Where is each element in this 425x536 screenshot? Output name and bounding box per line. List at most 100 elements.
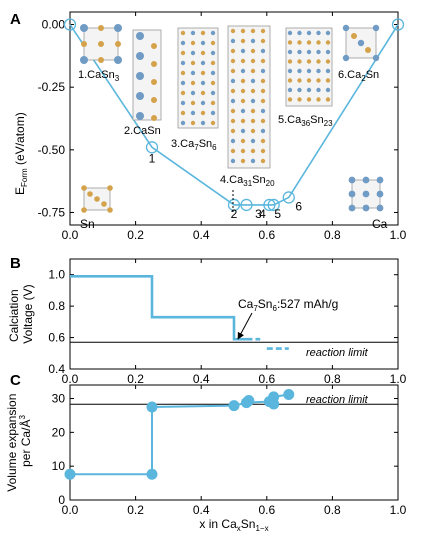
y-tick-label: 0 [58,493,65,507]
structure-label-1: 1.CaSn3 [78,69,120,83]
atom [250,88,256,94]
atom [325,30,331,36]
atom [250,78,256,84]
atom [260,118,266,124]
atom [240,158,246,164]
atom [316,68,321,74]
hull-point [282,191,295,204]
hull-point-label: 3 [255,207,262,221]
atom [240,38,246,44]
atom [325,87,331,93]
atom [287,40,293,45]
atom [260,48,266,54]
capacity-annotation: Ca7Sn6:527 mAh/g [238,297,338,313]
volume-point [243,395,255,407]
atom [306,49,312,55]
x-tick-label: 0.2 [127,503,144,517]
x-tick-label: 1.0 [390,503,407,517]
atom [306,40,312,45]
atom [210,80,216,86]
sn-atom [107,185,113,191]
y-tick-label: 10 [52,459,66,473]
x-tick-label: 0.6 [258,372,275,386]
y-tick-label: -0.25 [38,80,66,94]
atom [190,100,196,106]
volume-point [146,401,158,413]
structure-label-2: 2.CaSn [124,125,161,137]
atom [200,40,206,46]
atom [210,90,216,96]
ca-atom [348,204,356,212]
atom [250,28,256,34]
ca-atom [372,54,380,62]
atom [190,120,196,126]
sn-atom [151,115,157,121]
sn-atom [151,61,157,67]
atom [240,78,246,84]
voltage-reaction-limit-label: reaction limit [306,347,369,359]
volume-point [283,388,295,400]
sn-atom [81,41,87,47]
ca-atom [114,56,122,64]
hull-point-label: 2 [231,207,238,221]
atom [260,98,266,104]
atom [260,138,266,144]
atom [260,108,266,114]
panel-a-yticks: 0.00 -0.25 -0.50 -0.75 [38,18,398,219]
atom [200,90,206,96]
atom [180,50,186,56]
atom [200,30,206,36]
atom [240,58,246,64]
atom [325,97,331,102]
structure-6-cell [345,27,377,59]
atom [230,78,236,84]
atom [180,90,186,96]
ca-atom [342,24,350,32]
atom [316,59,321,64]
atom [260,78,266,84]
sn-atom [101,201,107,207]
hull-point [240,198,253,212]
atom [325,78,331,83]
atom [190,110,196,116]
x-tick-label: 0.0 [62,503,79,517]
atom [210,100,216,106]
voltage-step-line [70,274,247,341]
x-tick-label: 0.4 [193,228,210,242]
x-tick-label: 0.8 [324,503,341,517]
ca-atom [372,24,380,32]
ca-atom [136,72,144,80]
formation-energy-hull-line [69,24,399,206]
atom [250,108,256,114]
atom [316,40,321,45]
ca-atom [357,39,365,47]
atom [200,110,206,116]
atom [306,78,312,83]
atom [240,88,246,94]
volume-point [146,468,158,480]
hull-point [227,198,241,212]
atom [297,40,302,45]
atom [180,110,186,116]
atom [190,60,196,66]
atom [240,108,246,114]
atom [230,108,236,114]
atom [200,100,206,106]
sn-atom [81,207,87,213]
x-tick-label: 0.4 [193,372,210,386]
panel-label-b: B [10,255,21,272]
atom [230,98,236,104]
atom [180,80,186,86]
atom [210,110,216,116]
atom [260,158,266,164]
ca-atom [342,54,350,62]
atom [260,128,266,134]
structure-4-cell [227,25,271,169]
ca-atom [136,32,144,40]
hull-point-label: 1 [149,151,156,165]
atom [200,80,206,86]
panel-label-a: A [10,11,21,28]
atom [325,49,331,55]
atom [230,68,236,74]
atom [287,59,293,64]
